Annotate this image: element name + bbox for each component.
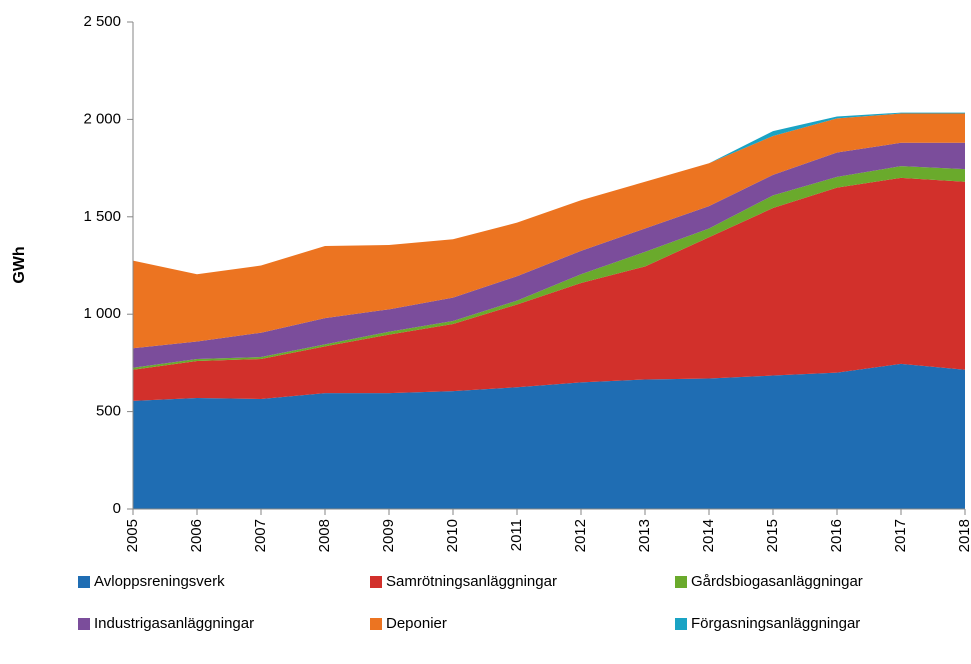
y-tick-label: 1 000 <box>83 305 121 322</box>
area <box>133 113 965 349</box>
legend-label: Deponier <box>386 615 447 632</box>
area <box>133 177 965 401</box>
x-tick-label: 2011 <box>508 519 525 551</box>
x-tick-label: 2009 <box>380 519 397 552</box>
legend-label: Förgasningsanläggningar <box>691 615 860 632</box>
x-tick-label: 2017 <box>892 519 909 552</box>
legend-label: Avloppsreningsverk <box>94 573 225 590</box>
legend-swatch <box>675 576 687 588</box>
x-tick-label: 2010 <box>444 519 461 552</box>
x-tick-label: 2018 <box>956 519 971 552</box>
legend-swatch <box>78 576 90 588</box>
area <box>133 363 965 509</box>
legend-swatch <box>370 618 382 630</box>
x-tick-label: 2007 <box>252 519 269 552</box>
x-tick-label: 2014 <box>700 519 717 552</box>
legend-swatch <box>78 618 90 630</box>
x-tick-label: 2008 <box>316 519 333 552</box>
x-tick-label: 2006 <box>188 519 205 552</box>
legend-label: Gårdsbiogasanläggningar <box>691 573 863 590</box>
y-tick-label: 2 500 <box>83 13 121 30</box>
x-tick-label: 2015 <box>764 519 781 552</box>
legend-swatch <box>370 576 382 588</box>
y-tick-label: 500 <box>96 403 121 420</box>
y-tick-label: 1 500 <box>83 208 121 225</box>
x-tick-label: 2016 <box>828 519 845 552</box>
area <box>133 142 965 368</box>
legend-label: Samrötningsanläggningar <box>386 573 557 590</box>
x-tick-label: 2005 <box>124 519 141 552</box>
legend-label: Industrigasanläggningar <box>94 615 254 632</box>
y-tick-label: 2 000 <box>83 110 121 127</box>
x-tick-label: 2012 <box>572 519 589 552</box>
x-tick-label: 2013 <box>636 519 653 552</box>
y-tick-label: 0 <box>113 500 121 517</box>
y-axis-label: GWh <box>11 246 28 283</box>
legend-swatch <box>675 618 687 630</box>
